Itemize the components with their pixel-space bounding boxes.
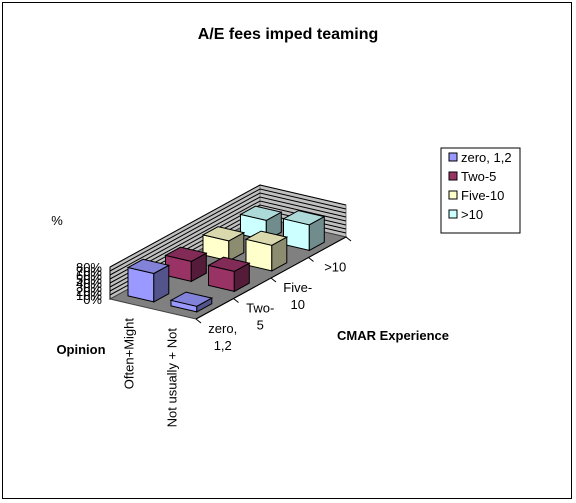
gridline (109, 188, 347, 272)
y-tick-label: 80% (76, 260, 102, 275)
y-tick-label: 0% (83, 292, 102, 307)
depth-tick (270, 277, 277, 283)
bars (126, 205, 326, 313)
bar (126, 258, 171, 303)
legend-entry: Five-10 (461, 188, 504, 203)
y-tick-label: 70% (76, 264, 102, 279)
depth-tick (195, 318, 202, 324)
gridline (109, 196, 347, 280)
legend-swatch (448, 190, 458, 200)
x-category-label: Not usually + Not (165, 328, 180, 428)
depth-tick (233, 298, 239, 303)
bar-top (169, 291, 214, 307)
bar-top (164, 246, 208, 262)
y-tick-labels: 0%10%20%30%40%50%60%70%80% (76, 260, 102, 307)
y-tick-label: 10% (76, 288, 102, 303)
y-tick-label: 60% (76, 268, 102, 283)
depth-axis-label: CMAR Experience (337, 328, 449, 343)
gridline (109, 192, 347, 276)
y-tick-label: 50% (76, 272, 102, 287)
bar-top (239, 205, 283, 221)
y-tick-label: 40% (76, 276, 102, 291)
gridline (109, 184, 347, 268)
legend-entry: Two-5 (461, 169, 496, 184)
bar-top (126, 258, 171, 275)
legend-entry: zero, 1,2 (461, 150, 512, 165)
gridline (109, 200, 347, 284)
bar (282, 210, 326, 252)
legend: zero, 1,2 Two-5 Five-10 >10 (440, 147, 521, 234)
depth-tick-label: Two-5 (246, 300, 274, 332)
chart-title: A/E fees imped teaming (198, 26, 379, 43)
bar (169, 291, 214, 313)
y-axis-label: % (51, 213, 63, 228)
x-category-labels: Often+Might Not usually + Not (122, 318, 180, 428)
legend-swatch (448, 171, 458, 181)
bar (244, 230, 289, 272)
legend-entry: >10 (461, 207, 483, 222)
x-category-label: Often+Might (122, 318, 137, 390)
legend-swatch (448, 209, 458, 219)
depth-tick-label: >10 (324, 259, 346, 274)
legend-swatch (448, 152, 458, 162)
depth-tick-labels: zero, 1,2 Two-5 Five-10 >10 (208, 259, 346, 353)
x-axis-label: Opinion (56, 342, 105, 357)
y-tick-label: 30% (76, 280, 102, 295)
depth-tick-label: zero, 1,2 (208, 321, 237, 353)
bar (207, 256, 251, 293)
bar (164, 246, 208, 283)
bar-top (207, 256, 251, 272)
bar-top (244, 230, 289, 246)
bar (201, 226, 246, 262)
bar-top (201, 226, 246, 242)
y-tick-label: 20% (76, 284, 102, 299)
depth-tick (308, 257, 314, 262)
depth-tick-label: Five-10 (283, 280, 312, 312)
bar-top (282, 210, 326, 226)
depth-tick (345, 236, 352, 242)
